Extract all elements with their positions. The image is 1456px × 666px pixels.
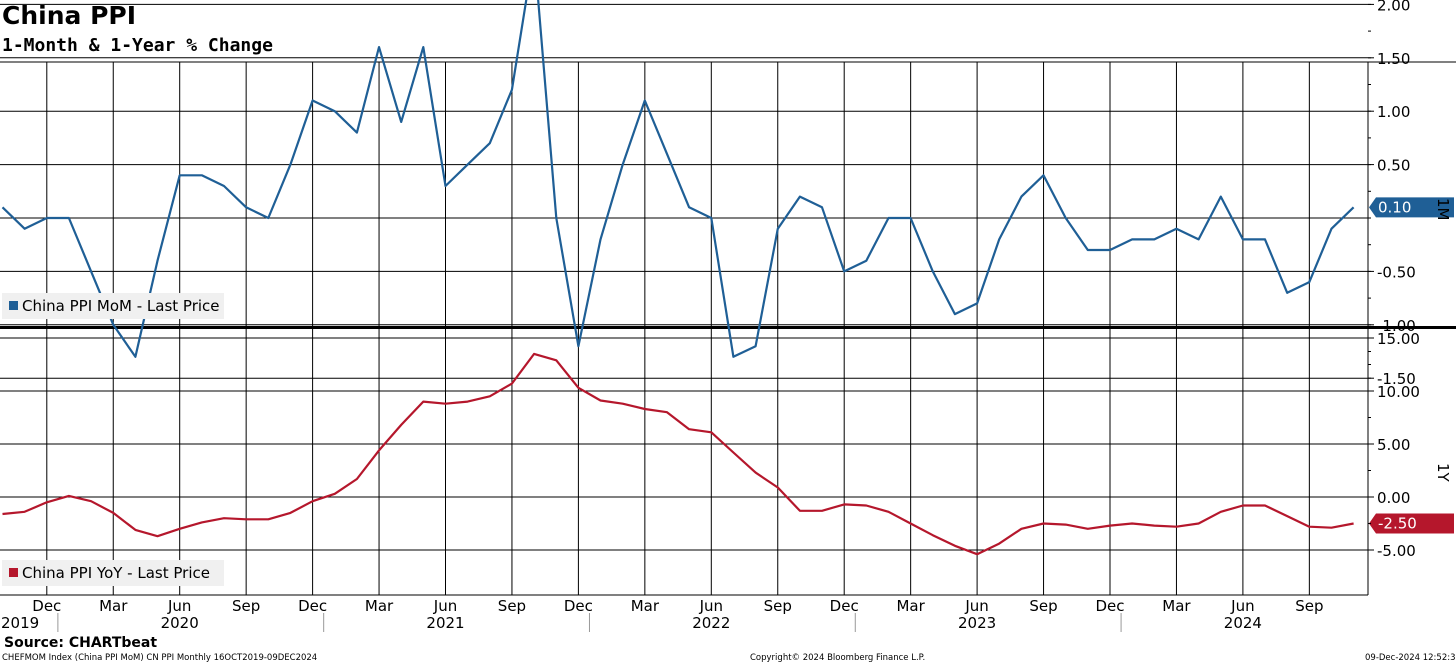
legend-background	[2, 560, 224, 586]
y-tick-label: 15.00	[1377, 330, 1420, 348]
legend-swatch	[9, 301, 18, 310]
x-tick-label: Dec	[1095, 597, 1124, 615]
index-info: CHEFMOM Index (China PPI MoM) CN PPI Mon…	[2, 653, 318, 663]
chart-subtitle: 1-Month & 1-Year % Change	[2, 35, 273, 56]
y-tick-label: -0.50	[1377, 263, 1416, 281]
last-value-label: 0.10	[1378, 198, 1411, 216]
x-tick-label: Sep	[764, 597, 792, 615]
x-year-label: 2020	[161, 614, 199, 632]
copyright-note: Copyright© 2024 Bloomberg Finance L.P.	[750, 653, 926, 663]
mom-series-line	[1, 0, 1355, 358]
timestamp: 09-Dec-2024 12:52:37	[1365, 653, 1456, 663]
x-tick-label: Mar	[99, 597, 128, 615]
axis-label-1m: 1M	[1434, 198, 1452, 221]
x-axis: Dec Mar Jun Sep Dec Mar Jun Sep Dec Mar Jun Sep Dec M…	[1, 597, 1323, 632]
legend-label: China PPI MoM - Last Price	[22, 297, 220, 315]
axis-label-1y: 1Y	[1434, 463, 1452, 483]
x-tick-label: Dec	[830, 597, 859, 615]
y-tick-label: 0.50	[1377, 157, 1410, 175]
mom-legend: China PPI MoM - Last Price	[2, 293, 224, 319]
x-tick-label: Mar	[365, 597, 394, 615]
x-tick-label: Dec	[298, 597, 327, 615]
y-tick-label: 1.50	[1377, 50, 1410, 68]
legend-swatch	[9, 568, 18, 577]
x-tick-label: Mar	[896, 597, 925, 615]
y-tick-label: -1.50	[1377, 370, 1416, 388]
x-year-label: 2021	[426, 614, 464, 632]
x-year-label: 2024	[1224, 614, 1262, 632]
legend-background	[2, 293, 224, 319]
y-tick-label: 5.00	[1377, 436, 1410, 454]
y-tick-label: 10.00	[1377, 383, 1420, 401]
y-tick-label: 1.00	[1377, 103, 1410, 121]
yoy-y-axis: 15.00 10.00 5.00 0.00 -2.50 -5.00	[1368, 330, 1454, 560]
mom-y-axis: 2.502.001.501.000.500.10-0.50-1.00-1.50	[1368, 0, 1454, 388]
x-tick-label: Jun	[964, 597, 988, 615]
x-year-label: 2019	[1, 614, 39, 632]
yoy-legend: China PPI YoY - Last Price	[2, 560, 224, 586]
x-tick-label: Sep	[1295, 597, 1323, 615]
x-year-label: 2022	[692, 614, 730, 632]
x-tick-label: Sep	[232, 597, 260, 615]
source-note: Source: CHARTbeat	[4, 635, 158, 651]
x-tick-label: Dec	[32, 597, 61, 615]
y-tick-label: -1.00	[1377, 317, 1416, 335]
y-tick-label: 2.00	[1377, 0, 1410, 14]
y-tick-label: -5.00	[1377, 542, 1416, 560]
y-tick-label: 0.00	[1377, 489, 1410, 507]
legend-label: China PPI YoY - Last Price	[22, 564, 210, 582]
last-value-badge	[1369, 197, 1454, 218]
x-tick-label: Jun	[167, 597, 191, 615]
last-value-badge	[1369, 513, 1454, 534]
yoy-series-line	[2, 352, 1354, 556]
x-tick-label: Dec	[564, 597, 593, 615]
x-tick-label: Mar	[631, 597, 660, 615]
last-value-label: -2.50	[1378, 515, 1417, 533]
x-tick-label: Sep	[498, 597, 526, 615]
x-tick-label: Jun	[1230, 597, 1254, 615]
x-tick-label: Sep	[1029, 597, 1057, 615]
x-year-label: 2023	[958, 614, 996, 632]
x-tick-label: Jun	[699, 597, 723, 615]
x-tick-label: Mar	[1162, 597, 1191, 615]
chart-title: China PPI	[2, 1, 137, 30]
x-tick-label: Jun	[433, 597, 457, 615]
